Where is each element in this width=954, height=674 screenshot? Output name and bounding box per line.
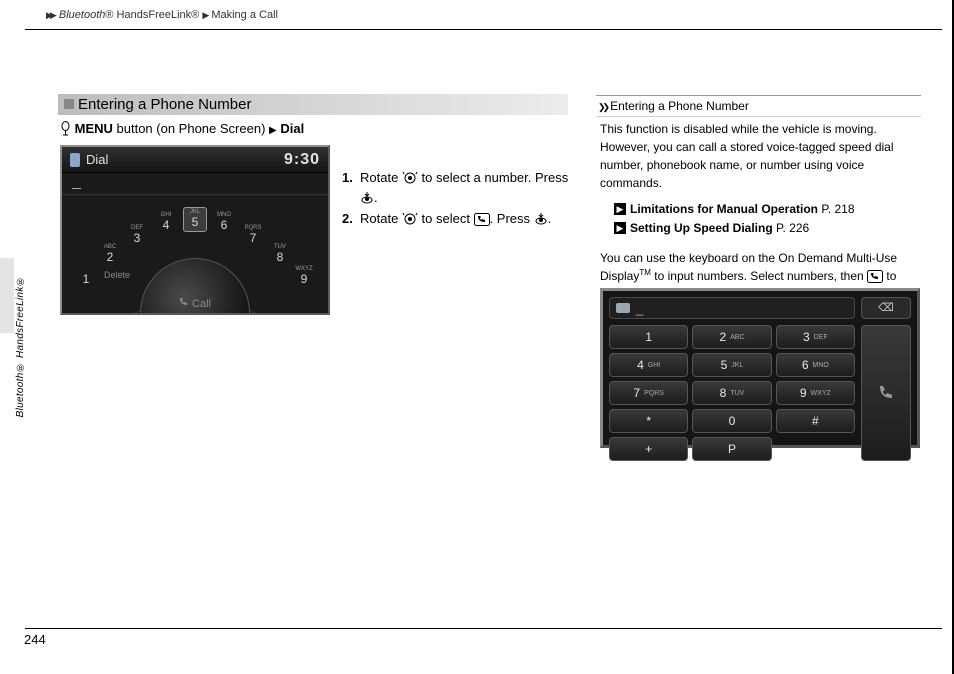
xref-arrow-icon: ▶ <box>614 222 626 234</box>
keypad-key-2: 2ABC <box>692 325 771 349</box>
dial-number-7: PQRS7 <box>241 226 265 245</box>
dial-number-9: WXYZ9 <box>292 267 316 286</box>
keypad-key-6: 6MNO <box>776 353 855 377</box>
xref2-page: P. 226 <box>773 221 809 235</box>
rotate-knob-icon <box>402 212 418 226</box>
step2-c: . Press <box>490 211 534 226</box>
pointer-icon <box>60 121 71 136</box>
keypad-call-button <box>861 325 911 461</box>
step2-b: to select <box>418 211 474 226</box>
sidebar-note-body: This function is disabled while the vehi… <box>600 120 920 311</box>
sidebar-tab <box>0 258 14 333</box>
keypad-key-1: 1 <box>609 325 688 349</box>
section-title: Entering a Phone Number <box>78 96 251 113</box>
keypad-key-+: + <box>609 437 688 461</box>
keypad-key-4: 4GHI <box>609 353 688 377</box>
call-icon <box>179 297 189 307</box>
xref1-label: Limitations for Manual Operation <box>630 202 818 216</box>
step2-a: Rotate <box>360 211 402 226</box>
instruction-steps: 1. Rotate to select a number. Press . 2.… <box>342 168 570 231</box>
dial-number-6: MNO6 <box>212 213 236 232</box>
xref-2: ▶ Setting Up Speed Dialing P. 226 <box>614 219 920 237</box>
press-knob-icon <box>534 212 548 226</box>
breadcrumb-arrow-icon: ▶▶ <box>46 10 54 20</box>
breadcrumb: ▶▶ Bluetooth® HandsFreeLink® ▶ Making a … <box>46 9 278 21</box>
dial-screenshot: Dial 9:30 _ 1ABC2DEF3 GHI4 JKL5 MNO6 PQRS7TU… <box>60 145 330 315</box>
dial-call-label: Call <box>179 297 211 310</box>
keyboard-icon <box>616 303 630 313</box>
keypad-display-row: _ ⌫ <box>609 297 911 319</box>
sidebar-note-heading: ❯❯Entering a Phone Number <box>596 95 921 117</box>
tm-mark: TM <box>639 268 651 277</box>
section-heading: Entering a Phone Number <box>58 94 568 115</box>
dial-delete-label: Delete <box>104 270 130 280</box>
dial-number-4: GHI4 <box>154 213 178 232</box>
rotate-knob-icon <box>402 171 418 185</box>
keypad-screenshot: _ ⌫ 12ABC3DEF 4GHI5JKL6MNO 7PQRS8TUV9WXYZ *… <box>600 288 920 448</box>
menu-context: button (on Phone Screen) <box>113 121 269 136</box>
call-box-icon <box>474 213 490 226</box>
keypad-key-*: * <box>609 409 688 433</box>
dial-label: Dial <box>280 121 304 136</box>
keypad-key-P: P <box>692 437 771 461</box>
p2-b: to input numbers. Select numbers, then <box>651 269 867 283</box>
call-box-icon <box>867 270 883 283</box>
step-2: 2. Rotate to select . Press . <box>342 209 570 229</box>
dial-number-3: DEF3 <box>125 226 149 245</box>
right-p1: This function is disabled while the vehi… <box>600 120 920 192</box>
bottom-rule <box>25 628 942 629</box>
phone-icon <box>70 153 80 167</box>
page-number: 244 <box>24 632 46 647</box>
top-rule <box>25 29 942 30</box>
breadcrumb-l1-suffix: ® HandsFreeLink® <box>105 9 199 21</box>
press-knob-icon <box>360 191 374 205</box>
xref-arrow-icon: ▶ <box>614 203 626 215</box>
dial-number-5: JKL5 <box>183 207 207 232</box>
dial-number-2: ABC2 <box>98 245 122 264</box>
keypad-key-7: 7PQRS <box>609 381 688 405</box>
xref-1: ▶ Limitations for Manual Operation P. 218 <box>614 200 920 218</box>
keypad-readout: _ <box>609 297 855 319</box>
breadcrumb-l1: Bluetooth <box>59 9 105 21</box>
dial-titlebar: Dial 9:30 <box>62 147 328 173</box>
step1-a: Rotate <box>360 170 402 185</box>
square-bullet-icon <box>64 99 74 109</box>
breadcrumb-arrow-icon: ▶ <box>202 10 206 20</box>
step-number: 2. <box>342 209 360 229</box>
step2-d: . <box>548 211 552 226</box>
keypad-key-0: 0 <box>692 409 771 433</box>
step-1: 1. Rotate to select a number. Press . <box>342 168 570 207</box>
dial-entry: _ <box>62 173 328 195</box>
dial-clock: 9:30 <box>284 147 320 172</box>
nav-path: MENU button (on Phone Screen) ▶ Dial <box>60 121 304 136</box>
keypad-key-#: # <box>776 409 855 433</box>
step-number: 1. <box>342 168 360 207</box>
keypad-keys: 12ABC3DEF 4GHI5JKL6MNO 7PQRS8TUV9WXYZ *0# +P <box>609 325 855 461</box>
sidebar-section-label: Bluetooth® HandsFreeLink® <box>15 275 26 417</box>
arrow-icon: ▶ <box>269 125 277 136</box>
dial-number-8: TUV8 <box>268 245 292 264</box>
step1-c: . <box>374 190 378 205</box>
step1-b: to select a number. Press <box>418 170 568 185</box>
breadcrumb-l2: Making a Call <box>211 9 278 21</box>
double-arrow-icon: ❯❯ <box>598 102 607 112</box>
keypad-entry: _ <box>636 301 643 316</box>
keypad-backspace: ⌫ <box>861 297 911 319</box>
keypad-key-3: 3DEF <box>776 325 855 349</box>
keypad-key-9: 9WXYZ <box>776 381 855 405</box>
dial-number-1: 1 <box>74 267 98 286</box>
xref2-label: Setting Up Speed Dialing <box>630 221 773 235</box>
dial-title: Dial <box>86 147 108 173</box>
xref1-page: P. 218 <box>818 202 854 216</box>
keypad-key-8: 8TUV <box>692 381 771 405</box>
right-heading-text: Entering a Phone Number <box>610 99 749 113</box>
keypad-key-5: 5JKL <box>692 353 771 377</box>
call-icon <box>875 382 897 404</box>
menu-label: MENU <box>75 121 113 136</box>
